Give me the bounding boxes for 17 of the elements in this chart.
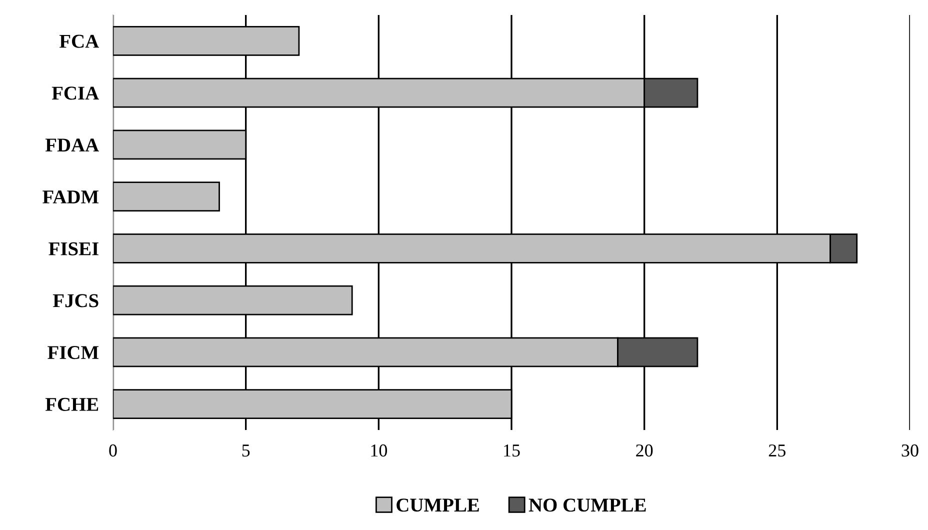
x-tick-label: 20	[636, 444, 653, 457]
y-tick-label: FCHE	[45, 398, 98, 411]
legend-label: CUMPLE	[396, 498, 479, 512]
y-tick-label: FCA	[59, 34, 99, 48]
x-tick-label: 25	[768, 444, 786, 457]
y-tick-label: FADM	[42, 190, 99, 204]
x-tick-label: 15	[504, 444, 520, 457]
y-tick-label: FCIA	[52, 86, 99, 100]
x-tick-label: 30	[902, 444, 918, 457]
y-tick-label: FDAA	[45, 138, 99, 152]
x-tick-label: 5	[242, 444, 250, 457]
x-tick-label: 10	[371, 444, 388, 457]
y-tick-label: FISEI	[48, 242, 98, 256]
x-tick-label: 0	[109, 444, 117, 457]
legend-label: NO CUMPLE	[528, 498, 646, 512]
y-tick-label: FICM	[48, 346, 99, 360]
y-tick-label: FJCS	[52, 294, 98, 308]
